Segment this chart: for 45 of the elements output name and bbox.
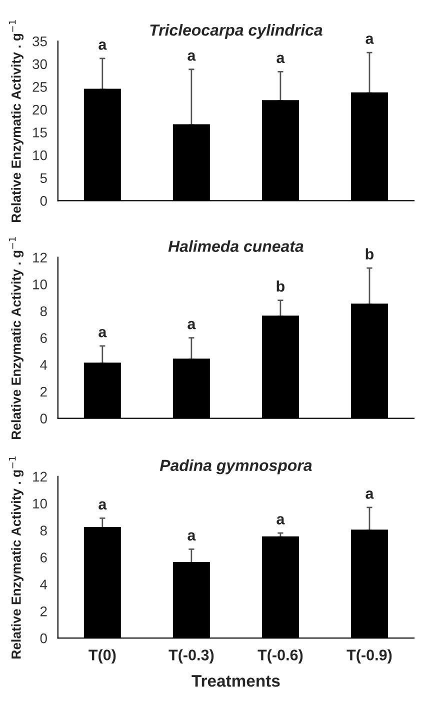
annotation: a	[188, 320, 196, 330]
y-tick-label: 4	[40, 580, 48, 590]
annotation: a	[366, 36, 374, 44]
y-tick-label: 8	[40, 306, 47, 316]
annotation: a	[188, 532, 196, 541]
x-tick-label: T(0)	[88, 649, 116, 664]
y-tick-label: 6	[40, 333, 47, 344]
y-axis-title: Relative Enzymatic Activity . g$^{−1}$	[8, 456, 24, 658]
y-tick-label: 12	[33, 472, 47, 482]
y-tick-label: 2	[40, 606, 47, 616]
y-tick-label: 30	[32, 59, 47, 70]
x-tick-label: T(-0.9)	[346, 649, 392, 664]
y-tick-label: 10	[33, 280, 47, 290]
y-tick-label: 4	[40, 360, 48, 370]
y-tick-label: 0	[40, 633, 47, 644]
y-tick-label: 2	[40, 386, 47, 397]
y-tick-label: 8	[40, 526, 47, 536]
y-tick-label: 0	[40, 196, 47, 206]
x-tick-label: T(-0.3)	[168, 649, 214, 664]
y-tick-label: 10	[33, 150, 47, 160]
y-axis-title: Relative Enzymatic Activity . g$^{−1}$	[8, 237, 24, 440]
annotation: a	[188, 52, 196, 61]
annotation: a	[98, 41, 107, 50]
chart-title: Padina gymnospora	[160, 459, 312, 474]
y-axis-title: Relative Enzymatic Activity . g$^{−1}$	[8, 20, 24, 222]
y-tick-label: 35	[32, 36, 47, 46]
annotation: a	[366, 490, 374, 499]
annotation: a	[276, 516, 285, 524]
y-tick-label: 20	[32, 104, 47, 115]
annotation: a	[98, 328, 107, 338]
annotation: b	[366, 248, 374, 260]
y-tick-label: 5	[40, 173, 47, 184]
y-tick-label: 0	[40, 414, 47, 424]
y-tick-label: 12	[33, 252, 47, 262]
chart-title: Halimeda cuneata	[168, 240, 304, 252]
y-tick-label: 6	[40, 552, 47, 562]
annotation: a	[276, 54, 285, 64]
y-tick-label: 15	[33, 128, 47, 138]
x-axis-title: Treatments	[192, 675, 280, 687]
chart-title: Tricleocarpa cylindrica	[150, 24, 322, 39]
x-tick-label: T(-0.6)	[258, 649, 303, 664]
annotation: b	[276, 280, 284, 292]
annotation: a	[98, 501, 107, 510]
y-tick-label: 25	[32, 82, 47, 92]
y-tick-label: 10	[33, 498, 47, 509]
